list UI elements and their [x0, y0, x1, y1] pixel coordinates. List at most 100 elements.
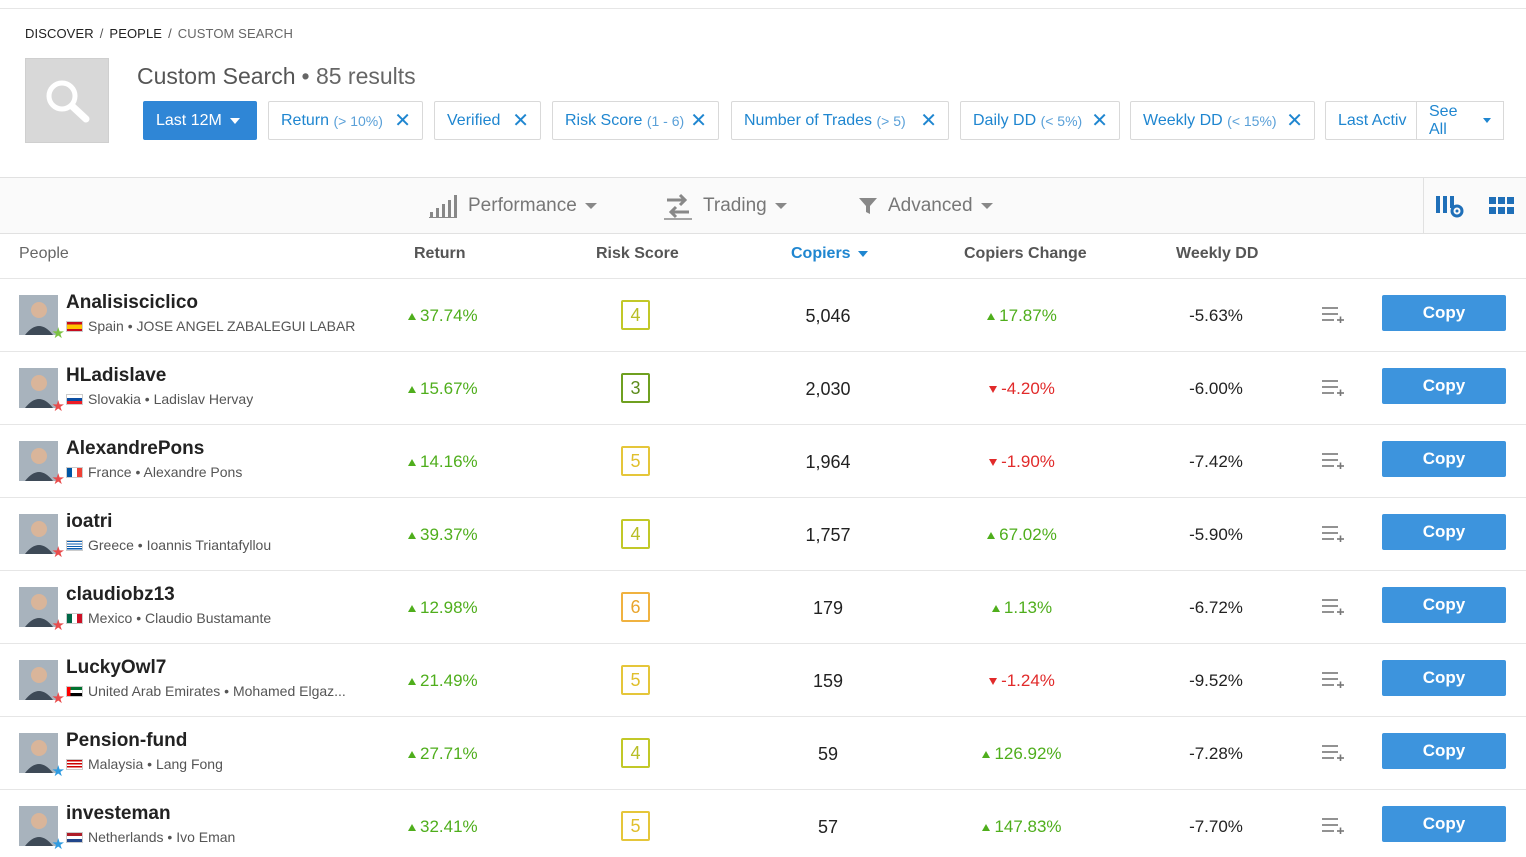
arrow-up-icon: [408, 313, 416, 320]
full-name: Ioannis Triantafyllou: [146, 537, 272, 553]
star-icon: ★: [51, 544, 65, 561]
username[interactable]: AlexandrePons: [66, 438, 205, 459]
close-icon[interactable]: ✕: [920, 109, 937, 132]
filter-chip-risk-score[interactable]: Risk Score (1 - 6) ✕: [552, 101, 719, 140]
copy-button[interactable]: Copy: [1382, 806, 1506, 842]
copy-button[interactable]: Copy: [1382, 514, 1506, 550]
user-subtitle: Greece • Ioannis Triantafyllou: [66, 537, 271, 553]
table-row[interactable]: ★ ioatri Greece • Ioannis Triantafyllou …: [0, 498, 1526, 571]
country: Slovakia: [88, 391, 141, 407]
filter-chip-verified[interactable]: Verified ✕: [434, 101, 541, 140]
filter-chip-last-activity[interactable]: Last Activ: [1325, 101, 1417, 140]
close-icon[interactable]: ✕: [690, 109, 707, 132]
column-header-copiers[interactable]: Copiers: [791, 245, 868, 263]
copy-button[interactable]: Copy: [1382, 441, 1506, 477]
column-header-risk-score[interactable]: Risk Score: [596, 245, 679, 262]
close-icon[interactable]: ✕: [512, 109, 529, 132]
avatar[interactable]: ★: [19, 368, 65, 414]
add-to-watchlist-icon[interactable]: [1321, 670, 1345, 688]
arrow-up-icon: [991, 605, 1000, 612]
username[interactable]: LuckyOwl7: [66, 657, 167, 678]
add-to-watchlist-icon[interactable]: [1321, 816, 1345, 834]
filter-chip-return[interactable]: Return (> 10%) ✕: [268, 101, 423, 140]
table-row[interactable]: ★ AlexandrePons France • Alexandre Pons …: [0, 425, 1526, 498]
filter-chip-daily-dd[interactable]: Daily DD (< 5%) ✕: [960, 101, 1120, 140]
table-row[interactable]: ★ LuckyOwl7 United Arab Emirates • Moham…: [0, 644, 1526, 717]
advanced-label: Advanced: [888, 194, 973, 216]
advanced-dropdown[interactable]: Advanced: [858, 178, 993, 233]
add-to-watchlist-icon[interactable]: [1321, 743, 1345, 761]
copiers-change-value: 126.92%: [960, 744, 1084, 764]
table-row[interactable]: ★ Pension-fund Malaysia • Lang Fong 27.7…: [0, 717, 1526, 790]
column-header-return[interactable]: Return: [414, 245, 466, 262]
add-to-watchlist-icon[interactable]: [1321, 524, 1345, 542]
arrow-up-icon: [408, 532, 416, 539]
username[interactable]: Analisisciclico: [66, 292, 199, 313]
username[interactable]: Pension-fund: [66, 730, 188, 751]
copy-button[interactable]: Copy: [1382, 660, 1506, 696]
weekly-dd-value: -5.63%: [1189, 306, 1243, 325]
trading-dropdown[interactable]: Trading: [663, 178, 787, 233]
add-to-watchlist-icon[interactable]: [1321, 597, 1345, 615]
sort-desc-icon: [857, 250, 868, 257]
avatar[interactable]: ★: [19, 660, 65, 706]
risk-score-badge: 4: [621, 300, 650, 330]
filter-chip-weekly-dd[interactable]: Weekly DD (< 15%) ✕: [1130, 101, 1315, 140]
avatar-image: [19, 368, 58, 408]
table-row[interactable]: ★ claudiobz13 Mexico • Claudio Bustamant…: [0, 571, 1526, 644]
return-text: 15.67%: [420, 379, 478, 398]
weekly-dd-value: -9.52%: [1189, 671, 1243, 690]
avatar[interactable]: ★: [19, 806, 65, 852]
copy-button[interactable]: Copy: [1382, 368, 1506, 404]
copiers-value: 1,964: [805, 452, 851, 472]
arrow-up-icon: [408, 678, 416, 685]
return-value: 14.16%: [408, 452, 478, 472]
weekly-dd-value: -6.72%: [1189, 598, 1243, 617]
avatar[interactable]: ★: [19, 587, 65, 633]
user-subtitle: France • Alexandre Pons: [66, 464, 242, 480]
filter-range: (> 5): [876, 112, 906, 129]
avatar[interactable]: ★: [19, 441, 65, 487]
copy-button[interactable]: Copy: [1382, 587, 1506, 623]
column-settings-button[interactable]: [1424, 178, 1476, 233]
username[interactable]: HLadislave: [66, 365, 167, 386]
close-icon[interactable]: ✕: [1091, 109, 1108, 132]
avatar-image: [19, 660, 58, 700]
grid-view-button[interactable]: [1478, 178, 1526, 233]
arrow-down-icon: [989, 386, 998, 393]
avatar[interactable]: ★: [19, 733, 65, 779]
breadcrumb-discover[interactable]: DISCOVER: [25, 26, 94, 41]
table-row[interactable]: ★ Analisisciclico Spain • JOSE ANGEL ZAB…: [0, 279, 1526, 352]
username[interactable]: claudiobz13: [66, 584, 175, 605]
breadcrumb: DISCOVER / PEOPLE / CUSTOM SEARCH: [25, 26, 293, 41]
table-row[interactable]: ★ investeman Netherlands • Ivo Eman 32.4…: [0, 790, 1526, 857]
risk-score-badge: 5: [621, 665, 650, 695]
avatar[interactable]: ★: [19, 295, 65, 341]
copy-button[interactable]: Copy: [1382, 733, 1506, 769]
add-to-watchlist-icon[interactable]: [1321, 305, 1345, 323]
breadcrumb-people[interactable]: PEOPLE: [109, 26, 163, 41]
header-divider: [0, 278, 1526, 279]
change-text: -1.90%: [1001, 452, 1055, 471]
filter-range: (< 5%): [1040, 112, 1083, 129]
performance-dropdown[interactable]: Performance: [428, 178, 597, 233]
column-header-copiers-change[interactable]: Copiers Change: [964, 245, 1087, 262]
add-to-watchlist-icon[interactable]: [1321, 378, 1345, 396]
table-row[interactable]: ★ HLadislave Slovakia • Ladislav Hervay …: [0, 352, 1526, 425]
breadcrumb-separator: /: [99, 26, 104, 41]
add-to-watchlist-icon[interactable]: [1321, 451, 1345, 469]
username[interactable]: investeman: [66, 803, 171, 824]
full-name: Alexandre Pons: [143, 464, 243, 480]
copiers-header-label: Copiers: [791, 245, 851, 262]
column-header-people[interactable]: People: [19, 245, 69, 262]
column-header-weekly-dd[interactable]: Weekly DD: [1176, 245, 1259, 262]
see-all-button[interactable]: See All: [1416, 101, 1504, 140]
avatar[interactable]: ★: [19, 514, 65, 560]
close-icon[interactable]: ✕: [1286, 109, 1303, 132]
filter-chip-number-of-trades[interactable]: Number of Trades (> 5) ✕: [731, 101, 949, 140]
period-dropdown[interactable]: Last 12M: [143, 101, 257, 140]
close-icon[interactable]: ✕: [394, 109, 411, 132]
copy-button[interactable]: Copy: [1382, 295, 1506, 331]
username[interactable]: ioatri: [66, 511, 113, 532]
category-toolbar: Performance Trading Advanced: [0, 177, 1526, 234]
